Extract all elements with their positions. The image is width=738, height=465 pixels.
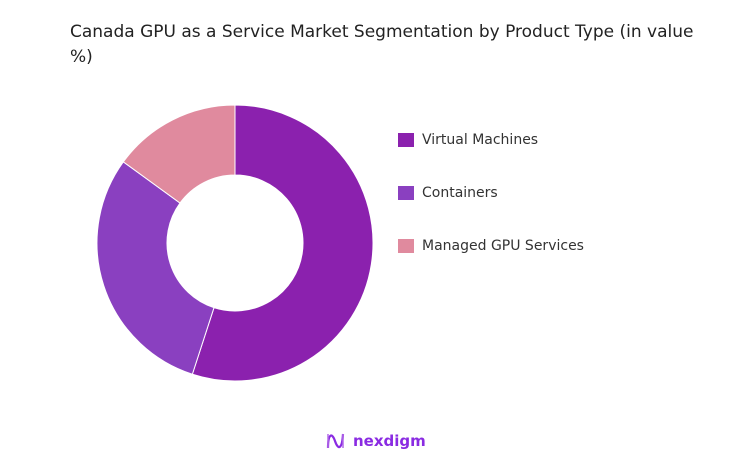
legend: Virtual Machines Containers Managed GPU … <box>398 130 584 289</box>
slice-containers <box>96 161 215 375</box>
legend-item-virtual-machines: Virtual Machines <box>398 130 584 150</box>
legend-label: Virtual Machines <box>422 132 539 148</box>
legend-swatch <box>398 133 414 147</box>
legend-swatch <box>398 239 414 253</box>
logo-wave-icon <box>326 433 345 449</box>
legend-label: Managed GPU Services <box>422 238 584 254</box>
logo-text: nexdigm <box>353 432 426 450</box>
legend-swatch <box>398 186 414 200</box>
legend-item-managed-gpu-services: Managed GPU Services <box>398 236 584 256</box>
slice-managed-gpu-services <box>122 104 236 204</box>
nexdigm-logo: nexdigm <box>325 430 426 452</box>
slice-virtual-machines <box>191 104 374 382</box>
legend-label: Containers <box>422 185 498 201</box>
chart-title: Canada GPU as a Service Market Segmentat… <box>70 22 694 67</box>
legend-item-containers: Containers <box>398 183 584 203</box>
